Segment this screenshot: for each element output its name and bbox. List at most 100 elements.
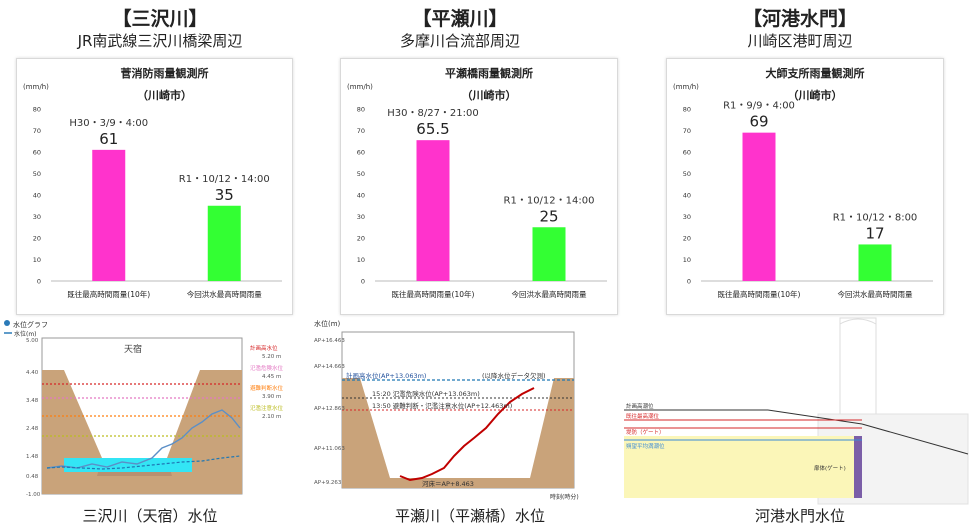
- caption-hirase: 平瀬川（平瀬橋）水位: [360, 505, 580, 526]
- level-label: 既往最高潮位: [626, 412, 660, 420]
- y-tick-label: 80: [33, 106, 41, 114]
- level-labels: 計画高水位(AP+13.063m) (以降水位データ欠測) 15:20 氾濫危険…: [346, 371, 546, 488]
- x-tick-label: 今回洪水最高時間雨量: [187, 289, 262, 299]
- level-label: 扉体(ゲート): [814, 464, 846, 472]
- y-tick-label: 30: [683, 213, 691, 221]
- threshold-note: 計画高水位: [250, 344, 278, 352]
- level-label: 堤防（ゲート）: [626, 428, 665, 436]
- water-level-graph: 水位グラフ 水位(m) 天宿 5.00 4.40 3.48 2.48 1.48 …: [4, 320, 284, 498]
- water-level-line: [46, 409, 241, 469]
- water-level-panel-misawa: 水位グラフ 水位(m) 天宿 5.00 4.40 3.48 2.48 1.48 …: [2, 318, 298, 506]
- y-tick-label: 70: [683, 127, 691, 135]
- threshold-note: 4.45 m: [262, 374, 281, 380]
- y-axis-ticks: 5.00 4.40 3.48 2.48 1.48 0.48 -1.00: [26, 338, 41, 498]
- y-tick-label: 70: [357, 127, 365, 135]
- threshold-note: 氾濫危険水位: [250, 364, 284, 372]
- y-tick-label: 20: [683, 235, 691, 243]
- water-level-diagram: 計画高潮位 既往最高潮位 堤防（ゲート） 朔望平均満潮位 扉体(ゲート): [624, 317, 969, 505]
- caption-misawa: 三沢川（天宿）水位: [40, 505, 260, 526]
- bar-annotation: H30・8/27・21:00: [387, 108, 479, 119]
- y-tick: AP+14.663: [314, 364, 345, 370]
- y-tick: AP+9.263: [314, 480, 342, 486]
- bar: [416, 140, 450, 281]
- y-tick-label: 0: [361, 278, 365, 286]
- threshold-note: 避難判断水位: [250, 384, 284, 392]
- y-tick: AP+12.863: [314, 406, 345, 412]
- y-tick-label: 60: [33, 149, 41, 157]
- y-tick-label: 30: [33, 213, 41, 221]
- threshold-note: 5.20 m: [262, 354, 281, 360]
- y-tick-label: 50: [33, 170, 41, 178]
- level-label: 計画高水位(AP+13.063m): [346, 371, 426, 380]
- y-tick-label: 0: [37, 278, 41, 286]
- threshold-notes: 計画高水位 5.20 m 氾濫危険水位 4.45 m 避難判断水位 3.90 m…: [250, 344, 284, 420]
- y-tick-label: 60: [357, 149, 365, 157]
- y-tick-label: 40: [357, 192, 365, 200]
- y-tick-label: 10: [357, 256, 365, 264]
- x-axis-label: 時刻(時分): [550, 493, 579, 501]
- rainfall-chart-misawa: 菅消防雨量観測所 （川崎市） (mm/h) 0 10 20 30 40 50 60 70 80 61 H3…: [16, 58, 293, 315]
- water-level-panel-hirase: 水位(m) AP+16.463 AP+14.663 AP+12.863 AP+1…: [312, 318, 612, 506]
- x-tick-label: 既往最高時間雨量(10年): [718, 289, 801, 299]
- y-tick-label: 70: [33, 127, 41, 135]
- y-tick-label: 60: [683, 149, 691, 157]
- legend-item: 水位(m): [14, 330, 37, 338]
- level-label: 15:20 氾濫危険水位(AP+13.063m): [372, 389, 480, 398]
- level-labels: 計画高潮位 既往最高潮位 堤防（ゲート） 朔望平均満潮位 扉体(ゲート): [626, 402, 846, 472]
- y-tick-label: 40: [33, 192, 41, 200]
- legend-marker: [4, 320, 10, 326]
- y-tick-label: 30: [357, 213, 365, 221]
- caption-kako: 河港水門水位: [700, 505, 900, 526]
- y-tick: 0.48: [26, 474, 39, 480]
- y-tick-label: 50: [683, 170, 691, 178]
- chart-title: 菅消防雨量観測所: [121, 66, 209, 80]
- bar: [532, 227, 566, 281]
- water-level-panel-kako: 計画高潮位 既往最高潮位 堤防（ゲート） 朔望平均満潮位 扉体(ゲート): [618, 314, 977, 510]
- chart-title: 平瀬橋雨量観測所: [445, 66, 533, 80]
- y-tick: 3.48: [26, 398, 39, 404]
- x-tick-label: 既往最高時間雨量(10年): [67, 289, 150, 299]
- water-level-line-2: [46, 455, 241, 470]
- channel-banks: [342, 378, 574, 488]
- water-fill: [64, 458, 192, 472]
- bar: [92, 149, 126, 281]
- threshold-note: 氾濫注意水位: [250, 404, 284, 412]
- bar-value-label: 69: [749, 113, 768, 131]
- gate-body: [854, 436, 862, 498]
- legend-title: 水位グラフ: [13, 320, 48, 329]
- level-label: 朔望平均満潮位: [626, 442, 665, 450]
- bar: [207, 205, 241, 281]
- header-title: 【平瀬川】: [412, 8, 508, 30]
- rainfall-chart-svg: 大師支所雨量観測所（川崎市）(mm/h)0102030405060708069R…: [673, 66, 933, 299]
- y-axis-label: (mm/h): [23, 83, 49, 91]
- y-tick: 2.48: [26, 426, 39, 432]
- y-tick-label: 80: [683, 106, 691, 114]
- bar-value-label: 61: [99, 130, 118, 148]
- rainfall-chart-kako: 大師支所雨量観測所 （川崎市） (mm/h) 0 10 20 30 40 50 60 70 80 69 R…: [666, 58, 944, 315]
- y-tick-label: 20: [357, 235, 365, 243]
- y-axis-label: 水位(m): [314, 319, 341, 328]
- y-tick-label: 10: [683, 256, 691, 264]
- header-subtitle: 多摩川合流部周辺: [399, 32, 520, 50]
- rainfall-chart-svg: 平瀬橋雨量観測所 （川崎市） (mm/h) 0 10 20 30 40 50 60 70 80 65.5…: [347, 66, 607, 299]
- chart-subtitle: （川崎市）: [137, 88, 192, 102]
- header-subtitle: 川崎区港町周辺: [747, 32, 853, 50]
- bar: [742, 132, 776, 281]
- gate-tower-top: [839, 318, 877, 325]
- water-area: [624, 436, 860, 498]
- chart-subtitle: （川崎市）: [462, 88, 517, 102]
- bar-annotation: R1・10/12・14:00: [504, 195, 595, 206]
- y-tick-label: 20: [33, 235, 41, 243]
- y-tick: -1.00: [26, 492, 41, 498]
- y-axis-label: (mm/h): [347, 83, 373, 91]
- y-tick: AP+16.463: [314, 338, 345, 344]
- y-tick-label: 40: [683, 192, 691, 200]
- y-axis-ticks: AP+16.463 AP+14.663 AP+12.863 AP+11.063 …: [314, 338, 345, 486]
- header-title: 【三沢川】: [112, 8, 208, 30]
- y-tick: AP+11.063: [314, 446, 345, 452]
- bar-annotation: H30・3/9・4:00: [69, 118, 148, 129]
- y-tick: 1.48: [26, 454, 39, 460]
- bar-value-label: 17: [865, 224, 884, 242]
- x-tick-label: 今回洪水最高時間雨量: [838, 289, 913, 299]
- bar-annotation: R1・10/12・14:00: [179, 174, 270, 185]
